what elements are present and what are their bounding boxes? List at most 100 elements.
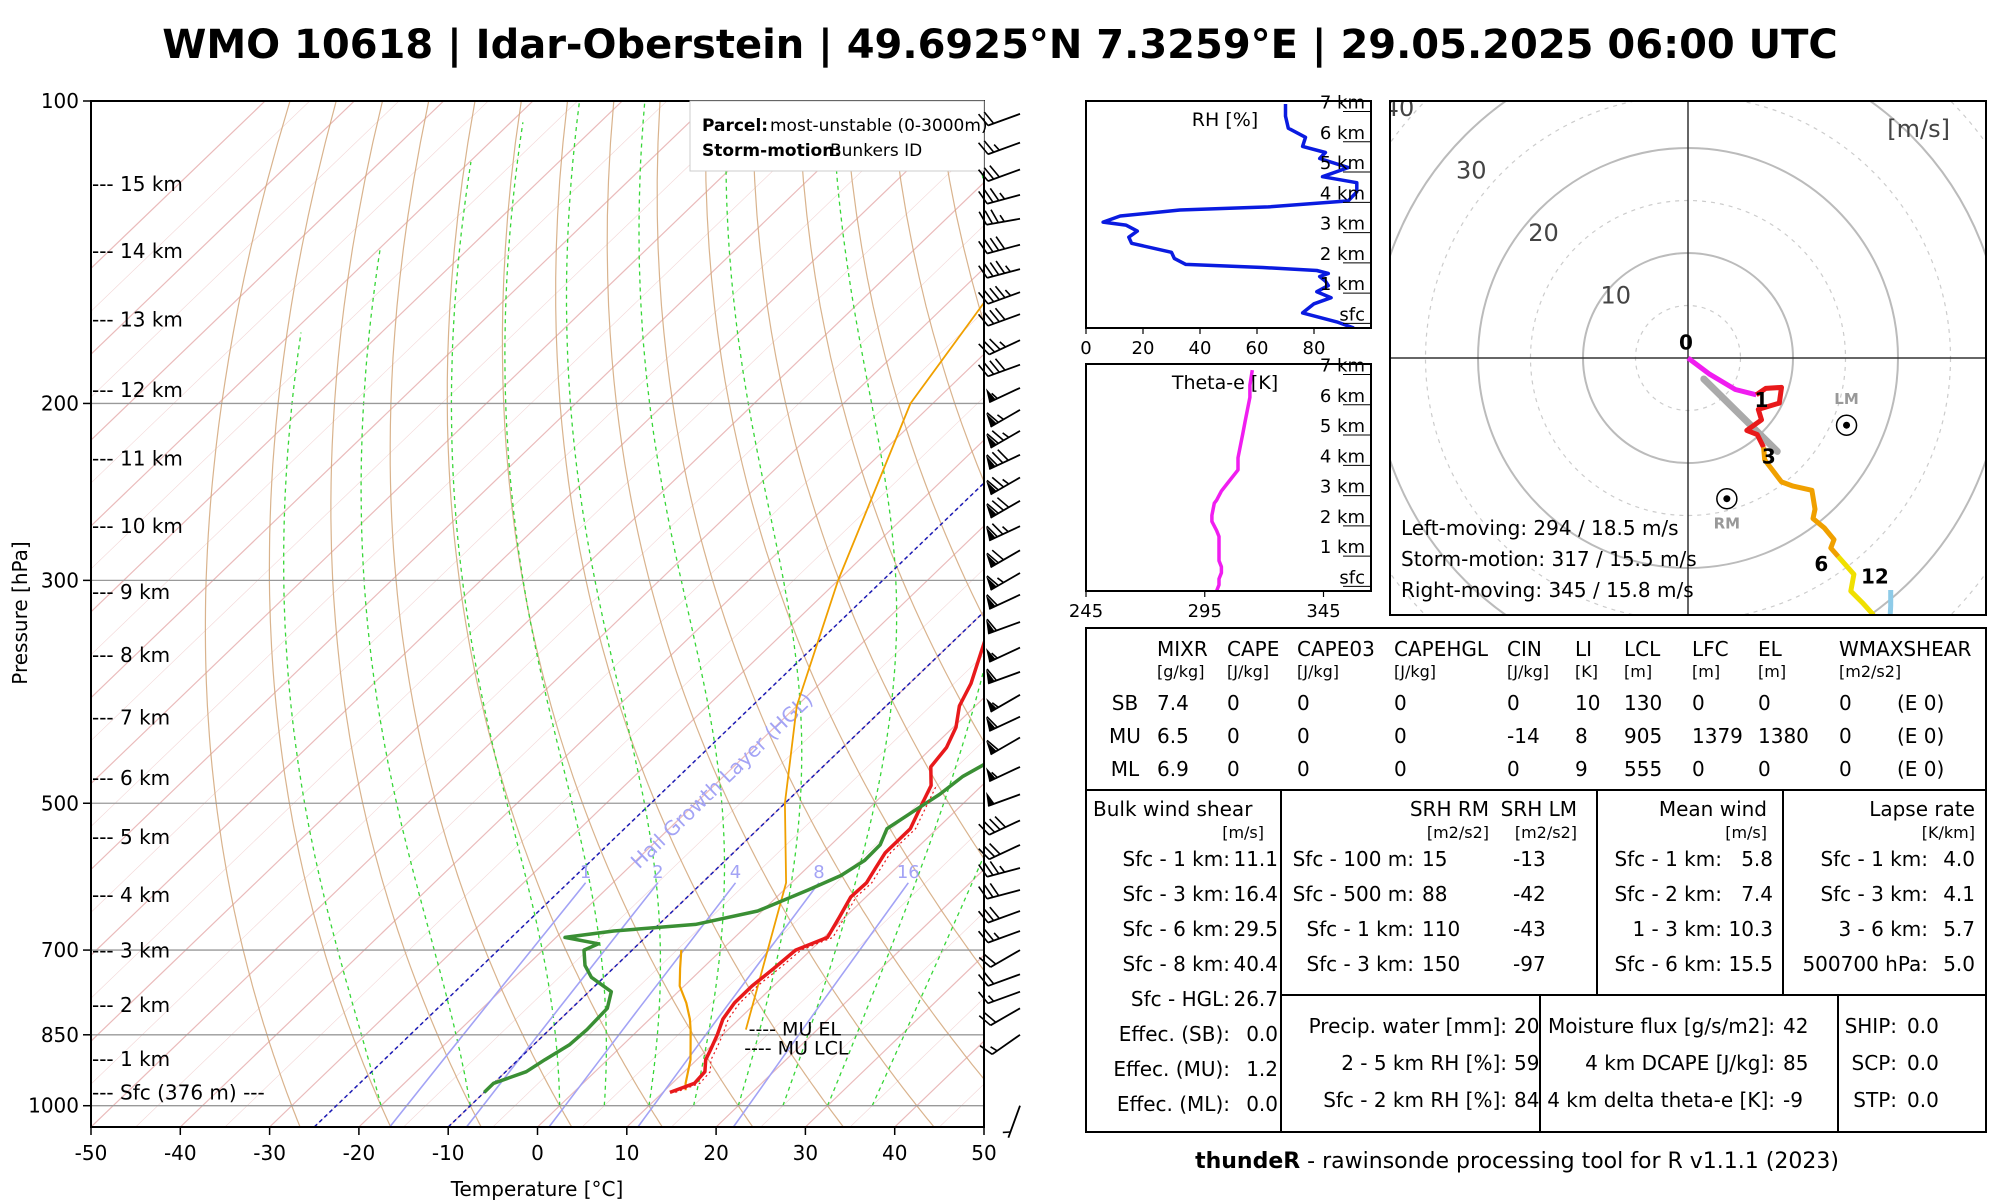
wind-barb	[984, 561, 1020, 590]
wind-barb	[983, 609, 1020, 634]
hdr-el: EL	[1758, 637, 1783, 661]
mixing-ratio-label: 2	[652, 862, 663, 883]
wind-barb	[1002, 1103, 1020, 1137]
p-tick-label: 850	[41, 1023, 79, 1047]
rh-x-tick-label: 40	[1189, 338, 1212, 359]
wind-barb	[984, 683, 1020, 712]
mixing-ratio-line	[467, 883, 658, 1127]
unit-lfc: [m]	[1692, 662, 1720, 681]
indices-cell: 0	[1394, 757, 1407, 781]
p-tick-label: 200	[41, 391, 79, 415]
param-value: 0.0	[1907, 1051, 1939, 1075]
thetae-y-tick-label: 1 km	[1320, 537, 1365, 558]
param-value: 40.4	[1233, 952, 1278, 976]
indices-cell: 9	[1575, 757, 1588, 781]
thetae-y-tick-label: 7 km	[1320, 356, 1365, 377]
storm-motion-text: Storm-motion: 317 / 15.5 m/s	[1401, 547, 1697, 571]
isotherm-line	[0, 101, 444, 1127]
dry-adiabat-line	[331, 101, 481, 1127]
hdr-lcl: LCL	[1624, 637, 1661, 661]
wind-barb	[984, 419, 1020, 448]
hodograph-unit: [m/s]	[1887, 115, 1950, 143]
indices-cell: 0	[1227, 757, 1240, 781]
indices-cell: 1380	[1758, 724, 1809, 748]
thetae-y-tick-label: 4 km	[1320, 446, 1365, 467]
indices-cell: 905	[1624, 724, 1662, 748]
wind-barb	[983, 754, 1020, 781]
isotherm-line	[136, 101, 1203, 1127]
indices-cell: 0	[1227, 691, 1240, 715]
hodograph-height-label: 1	[1755, 388, 1769, 412]
param-value: 20	[1514, 1014, 1539, 1038]
unit-cin: [J/kg]	[1507, 662, 1549, 681]
hodograph-segment	[1873, 590, 1891, 637]
indices-cell: 0	[1758, 757, 1771, 781]
wind-barb	[983, 704, 1020, 731]
height-label: --- 15 km	[92, 172, 183, 196]
rh-y-tick-label: 7 km	[1320, 93, 1365, 114]
indices-cell: 0	[1839, 691, 1852, 715]
param-value: 29.5	[1233, 917, 1278, 941]
isotherm-line	[46, 101, 1113, 1127]
x-tick-label: 50	[971, 1141, 996, 1165]
param-label: Sfc - 3 km:	[1820, 882, 1928, 906]
param-value: 0.0	[1246, 1092, 1278, 1116]
wind-barb	[983, 514, 1020, 541]
height-label: --- 9 km	[92, 580, 170, 604]
hodograph-segment	[1688, 358, 1756, 395]
dry-adiabat-line	[502, 101, 752, 1127]
wind-barb	[979, 938, 1020, 970]
x-tick-label: -20	[343, 1141, 376, 1165]
srh-rm-unit: [m2/s2]	[1427, 823, 1489, 842]
x-tick-label: -50	[75, 1141, 108, 1165]
wind-barb	[983, 582, 1020, 609]
param-value: 85	[1783, 1051, 1808, 1075]
param-label: Effec. (ML):	[1117, 1092, 1230, 1116]
dry-adiabat-line	[657, 101, 1024, 1127]
param-label: Sfc - HGL:	[1131, 987, 1230, 1011]
skewt-x-axis-label: Temperature [°C]	[450, 1177, 624, 1200]
indices-cell: 0	[1758, 691, 1771, 715]
height-label: --- 6 km	[92, 766, 170, 790]
x-tick-label: -40	[164, 1141, 197, 1165]
mixing-ratio-label: 16	[897, 862, 920, 883]
indices-cell: 0	[1839, 757, 1852, 781]
dry-adiabat-line	[556, 101, 844, 1127]
indices-effective: (E 0)	[1897, 691, 1944, 715]
lapse-rate-unit: [K/km]	[1922, 823, 1975, 842]
hodograph-ring-label: 40	[1384, 94, 1415, 122]
mean-wind-unit: [m/s]	[1725, 823, 1767, 842]
hdr-li: LI	[1575, 637, 1592, 661]
rh-x-tick-label: 20	[1132, 338, 1155, 359]
thetae-y-tick-label: sfc	[1339, 567, 1365, 588]
storm-motion-label: RM	[1714, 515, 1740, 533]
height-label: --- Sfc (376 m) ---	[92, 1080, 265, 1104]
indices-cell: 0	[1839, 724, 1852, 748]
indices-row-label: SB	[1112, 691, 1138, 715]
moist-adiabat-line	[567, 101, 661, 1106]
level-annotation: ---- MU LCL	[744, 1037, 849, 1059]
hodograph-ring-label: 10	[1600, 282, 1631, 310]
wind-barb	[983, 635, 1020, 662]
srh-rm-value: 150	[1422, 952, 1460, 976]
hodograph-height-label: 6	[1814, 552, 1828, 576]
skewt-y-axis-label: Pressure [hPa]	[8, 541, 32, 684]
hdr-capehgl: CAPEHGL	[1394, 637, 1489, 661]
thetae-x-tick-label: 345	[1306, 601, 1340, 622]
unit-cape: [J/kg]	[1227, 662, 1269, 681]
rh-x-tick-label: 0	[1080, 338, 1091, 359]
unit-lcl: [m]	[1624, 662, 1652, 681]
mean-wind-title: Mean wind	[1659, 797, 1767, 821]
x-tick-label: -30	[253, 1141, 286, 1165]
param-value: 10.3	[1728, 917, 1773, 941]
param-label: Sfc - 6 km:	[1122, 917, 1230, 941]
param-label: 4 km delta theta-e [K]:	[1547, 1088, 1775, 1112]
srh-label: Sfc - 500 m:	[1293, 882, 1414, 906]
wind-barb	[983, 659, 1020, 684]
param-label: Sfc - 3 km:	[1122, 882, 1230, 906]
indices-cell: 7.4	[1157, 691, 1189, 715]
rh-y-tick-label: sfc	[1339, 304, 1365, 325]
